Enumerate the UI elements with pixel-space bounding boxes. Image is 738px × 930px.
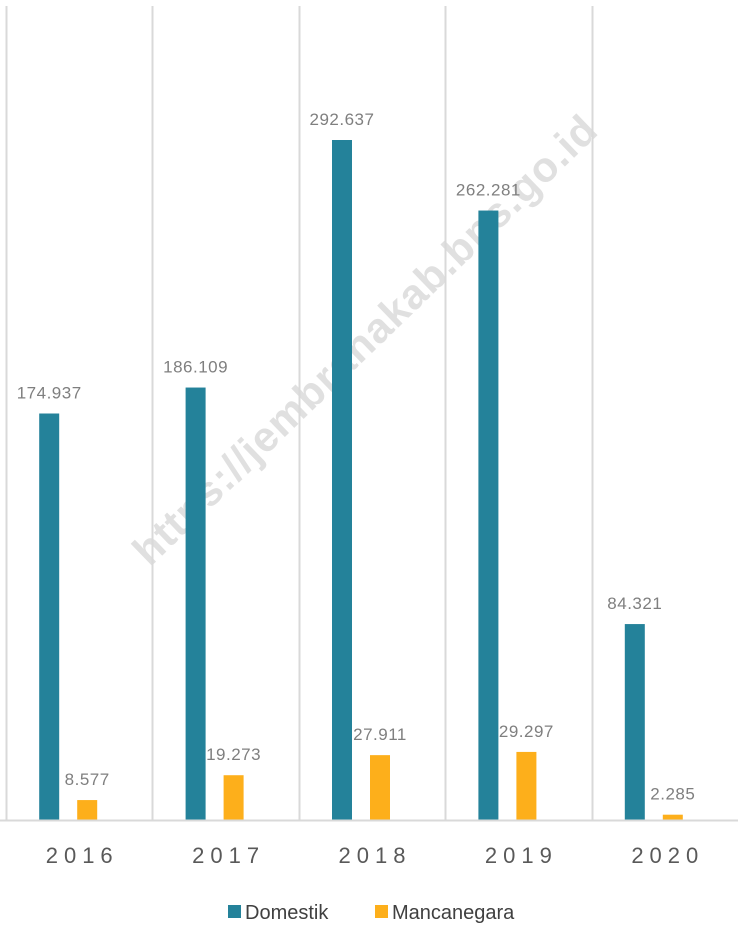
data-label-domestik-2020: 84.321 [607, 594, 662, 613]
data-label-mancanegara-2017: 19.273 [206, 745, 261, 764]
x-tick-label-2018: 2018 [339, 843, 412, 868]
legend-swatch-mancanegara [375, 905, 388, 918]
data-label-domestik-2017: 186.109 [163, 358, 228, 377]
bars-layer [39, 140, 683, 820]
x-tick-label-2019: 2019 [485, 843, 558, 868]
x-tick-label-2016: 2016 [46, 843, 119, 868]
bar-mancanegara-2020 [662, 814, 683, 820]
legend-label-mancanegara: Mancanegara [392, 902, 515, 924]
bar-mancanegara-2017 [223, 775, 244, 820]
grid-layer [5, 6, 594, 820]
bar-domestik-2017 [185, 387, 206, 820]
data-label-mancanegara-2016: 8.577 [65, 770, 110, 789]
bar-mancanegara-2019 [516, 751, 537, 820]
data-label-mancanegara-2018: 27.911 [353, 725, 407, 744]
legend-label-domestik: Domestik [245, 902, 329, 924]
data-label-domestik-2019: 262.281 [456, 181, 521, 200]
x-tick-label-2020: 2020 [631, 843, 704, 868]
legend-swatch-domestik [228, 905, 241, 918]
data-labels-layer: 174.937 186.109 292.637 262.281 84.321 8.577 1… [17, 110, 695, 804]
bar-domestik-2016 [39, 413, 60, 820]
bar-domestik-2018 [332, 140, 352, 820]
data-label-domestik-2016: 174.937 [17, 383, 82, 402]
legend: Domestik Mancanegara [228, 902, 515, 924]
x-axis: 2016 2017 2018 2019 2020 [0, 819, 738, 868]
data-label-domestik-2018: 292.637 [310, 110, 375, 129]
bar-mancanegara-2016 [77, 800, 98, 820]
data-label-mancanegara-2019: 29.297 [499, 722, 554, 741]
data-label-mancanegara-2020: 2.285 [650, 785, 695, 804]
bar-mancanegara-2018 [370, 755, 390, 820]
bar-domestik-2019 [478, 210, 499, 820]
x-tick-label-2017: 2017 [192, 843, 265, 868]
bar-domestik-2020 [624, 624, 645, 820]
